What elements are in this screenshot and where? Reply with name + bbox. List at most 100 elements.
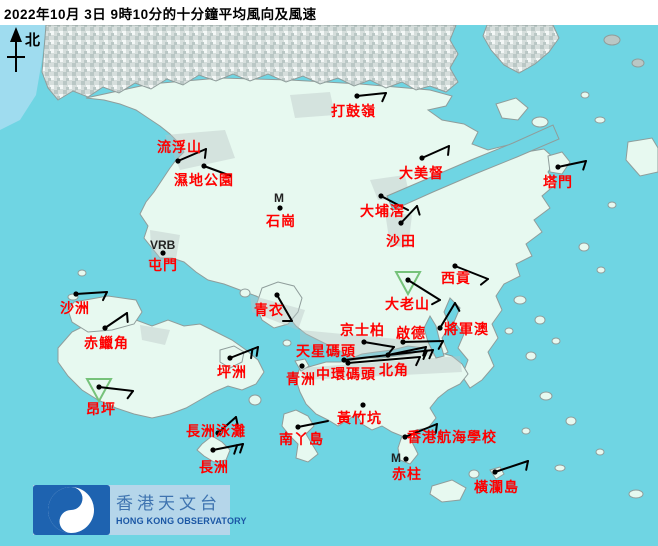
station-dot [402, 434, 408, 440]
station-dot [360, 402, 366, 408]
station-tap-mun: 塔門 [543, 160, 587, 190]
wind-barb-staff [454, 265, 489, 280]
islet [594, 116, 606, 124]
station-dot [405, 277, 411, 283]
station-wong-chuk-hang: 黃竹坑 [336, 402, 382, 426]
station-dot [201, 163, 207, 169]
islet [607, 201, 617, 209]
station-label: 赤鱲角 [84, 335, 129, 351]
station-stanley: M赤柱 [391, 451, 421, 482]
wind-barb-feather [126, 390, 134, 400]
station-tag: M [274, 191, 284, 205]
station-wetland-park: 濕地公園 [174, 163, 233, 188]
station-label: 大埔滘 [360, 203, 405, 219]
hko-logo: 香港天文台 HONG KONG OBSERVATORY [33, 485, 247, 535]
station-label: 大老山 [385, 296, 430, 312]
mainland-yantian [482, 24, 560, 74]
station-label: 昂坪 [86, 401, 116, 417]
islet [468, 469, 480, 479]
wind-barb-staff [421, 145, 450, 159]
mainland-china [41, 24, 645, 101]
station-cheung-chau: 長洲 [199, 443, 244, 475]
station-label: 打鼓嶺 [331, 103, 376, 119]
islet [551, 337, 561, 345]
station-label: 流浮山 [157, 139, 202, 155]
station-tag: M [391, 451, 401, 465]
station-cheung-chau-beach: 長洲泳灘 [186, 416, 246, 439]
tolo-harbour-water [386, 124, 560, 211]
islet [513, 295, 527, 305]
wind-barb-staff [387, 346, 427, 356]
wind-barb-feather [479, 278, 489, 286]
station-tseung-kwan-o: 將軍澳 [437, 302, 488, 337]
page-title: 2022年10月 3日 9時10分的十分鐘平均風向及風速 [4, 7, 317, 22]
station-dot [555, 164, 561, 170]
station-dot [102, 325, 108, 331]
wind-barb-feather [447, 145, 450, 156]
wind-barb-feather [102, 291, 108, 302]
wind-barb-staff [402, 340, 444, 343]
islet [595, 448, 605, 456]
urban-area [290, 92, 335, 118]
station-label: 長洲泳灘 [186, 423, 246, 439]
station-dot [160, 250, 166, 256]
wind-barb-feather [454, 302, 461, 312]
station-waglan-island: 橫瀾島 [474, 460, 529, 495]
wind-barb-feather [416, 205, 421, 216]
hilltop-triangle-icon [85, 378, 113, 404]
wind-barb-staff [98, 386, 134, 392]
station-ta-kwu-ling: 打鼓嶺 [331, 92, 387, 119]
hk-landmasses [57, 77, 658, 503]
station-label: 天星碼頭 [296, 343, 356, 359]
station-dot [210, 447, 216, 453]
station-label: 黃竹坑 [336, 410, 382, 426]
po-toi-island [429, 479, 467, 503]
mirs-bay-east-island [625, 137, 658, 177]
wind-barb-staff [203, 165, 232, 177]
islet [525, 351, 537, 361]
station-dot [400, 339, 406, 345]
wind-barb-feather [203, 148, 207, 159]
station-label: 沙田 [386, 233, 416, 249]
north-arrow-head [10, 27, 22, 42]
islet [628, 489, 644, 499]
wind-barb-staff [217, 416, 237, 434]
islet [580, 91, 590, 99]
station-dot [341, 357, 347, 363]
station-dot [385, 352, 391, 358]
station-dot [437, 325, 443, 331]
deep-bay-water-light [0, 25, 46, 130]
station-lamma-island: 南丫島 [279, 420, 329, 447]
station-label: 香港航海學校 [406, 429, 497, 445]
wind-barb-staff [380, 195, 409, 211]
wind-barb-feather [428, 349, 434, 360]
station-shek-kong: M 石崗 [265, 191, 296, 229]
station-dot [398, 220, 404, 226]
station-dot [403, 456, 409, 462]
station-label: 坪洲 [217, 364, 247, 380]
station-dot [345, 360, 351, 366]
station-dot [378, 193, 384, 199]
urban-area [385, 212, 412, 248]
small-islets [67, 91, 644, 499]
wind-barb-feather [233, 444, 239, 455]
urban-area [140, 325, 170, 345]
station-north-point: 北角 [379, 346, 427, 378]
station-dot [419, 155, 425, 161]
wind-barb-staff [404, 423, 438, 438]
station-peng-chau: 坪洲 [217, 346, 259, 380]
station-green-island: 青洲 [286, 363, 315, 387]
wind-barb-feather [250, 348, 254, 360]
north-label: 北 [25, 32, 40, 49]
wind-barb-staff [407, 279, 441, 301]
station-sha-tin: 沙田 [386, 205, 421, 249]
station-tates-cairn: 大老山 [385, 271, 441, 312]
wind-barb-staff [177, 148, 207, 162]
station-label: 京士柏 [340, 322, 385, 338]
station-tuen-mun: VRB 屯門 [148, 238, 177, 273]
station-ngong-ping: 昂坪 [85, 378, 134, 417]
station-label: 石崗 [265, 213, 296, 229]
logo-english-name: HONG KONG OBSERVATORY [116, 516, 247, 526]
